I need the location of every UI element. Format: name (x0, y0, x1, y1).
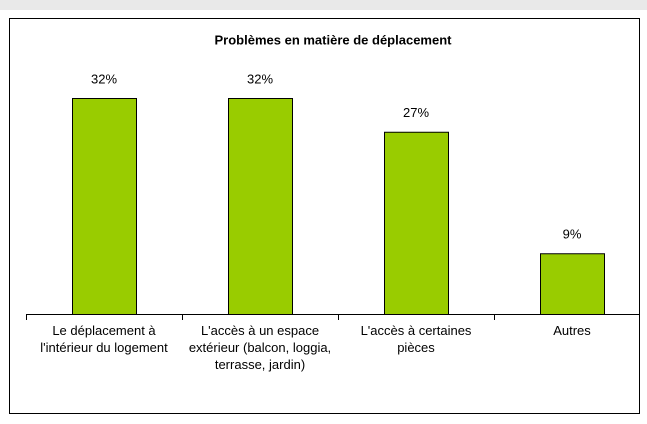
data-label: 9% (563, 227, 582, 242)
x-tick-label: L'accès à un espace extérieur (balcon, l… (188, 323, 332, 372)
bar (228, 98, 293, 315)
x-tick-label: Autres (553, 323, 591, 338)
x-tick-label: L'accès à certaines pièces (360, 323, 472, 355)
chart-title: Problèmes en matière de déplacement (215, 32, 453, 47)
x-tick-label: Le déplacement à l'intérieur du logement (40, 323, 168, 355)
bar (384, 131, 449, 315)
data-label: 32% (247, 71, 273, 86)
bar (540, 253, 605, 315)
data-label: 32% (91, 71, 117, 86)
data-label: 27% (403, 105, 429, 120)
bar (72, 98, 137, 315)
